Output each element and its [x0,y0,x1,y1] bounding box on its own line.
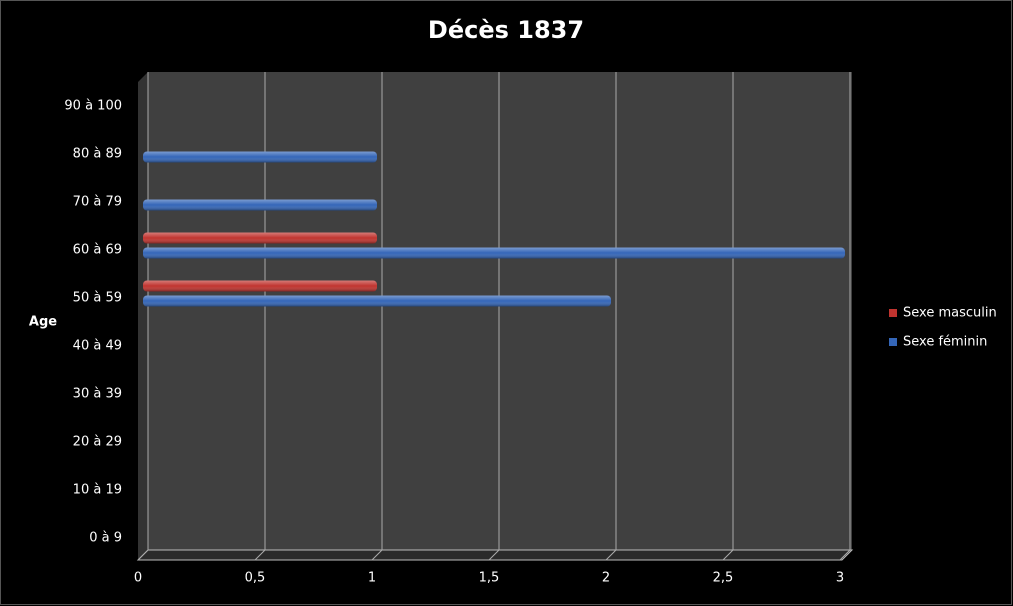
x-tick-label: 2 [602,571,610,586]
x-tick-label: 3 [836,571,844,586]
floor [136,549,854,561]
y-tick-label: 40 à 49 [73,339,122,354]
side-wall [138,72,148,560]
grid-line [722,72,734,561]
y-tick-label: 70 à 79 [73,195,122,210]
legend-label: Sexe masculin [903,306,997,321]
y-tick-label: 50 à 59 [73,291,122,306]
bar-shine [143,232,377,244]
x-tick-label: 2,5 [713,571,734,586]
bar-shine [143,280,377,292]
back-wall [148,72,852,550]
grid-line [371,72,383,561]
x-tick-label: 1,5 [479,571,500,586]
y-tick-label: 20 à 29 [73,435,122,450]
grid-line [839,72,851,561]
bar-shine [143,295,611,307]
y-tick-label: 10 à 19 [73,483,122,498]
y-tick-label: 80 à 89 [73,147,122,162]
x-tick-label: 0 [134,571,142,586]
y-tick-label: 0 à 9 [89,531,122,546]
x-tick-label: 1 [368,571,376,586]
y-tick-label: 90 à 100 [64,99,122,114]
grid-line [254,72,266,561]
legend-swatch [889,309,897,317]
bar-shine [143,199,377,211]
legend-swatch [889,338,897,346]
grid-line [605,72,617,561]
y-axis-title: Age [29,315,57,330]
bar-shine [143,151,377,163]
legend-label: Sexe féminin [903,335,987,350]
chart-title: Décès 1837 [428,16,584,44]
grid-line [137,72,149,561]
grid-line [488,72,500,561]
y-tick-label: 30 à 39 [73,387,122,402]
y-tick-label: 60 à 69 [73,243,122,258]
bar-shine [143,247,845,259]
x-tick-label: 0,5 [245,571,266,586]
